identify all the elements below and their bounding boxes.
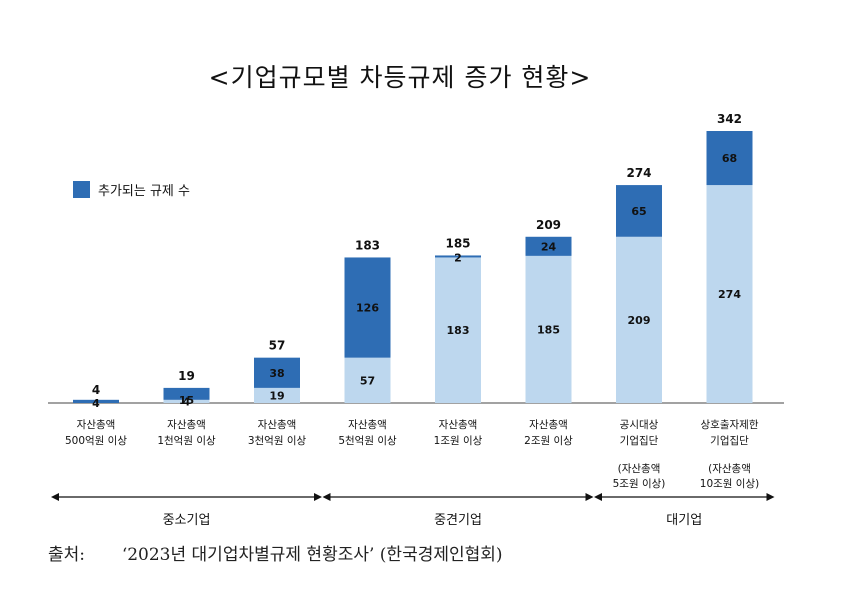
total-label: 19 [178, 369, 195, 383]
value-label-added: 126 [356, 302, 379, 315]
bar-added [616, 185, 662, 237]
bar-existing [435, 257, 481, 403]
category-sublabel: 10조원 이상) [700, 478, 759, 490]
bar-existing [254, 387, 300, 403]
source-text: ‘2023년 대기업차별규제 현황조사’ (한국경제인협회) [121, 545, 503, 565]
category-label: 자산총액 [258, 419, 297, 431]
total-label: 209 [536, 218, 561, 232]
group-arrow-head-left [51, 493, 59, 501]
group-label: 중소기업 [163, 513, 211, 528]
legend-swatch-added [73, 181, 90, 198]
value-label-added: 65 [631, 205, 646, 218]
category-label: 자산총액 [167, 419, 206, 431]
bar-added [73, 399, 119, 403]
category-label: 기업집단 [620, 434, 659, 447]
legend-label: 추가되는 규제 수 [98, 184, 190, 199]
value-label-added: 2 [454, 251, 462, 264]
value-label-added: 38 [269, 367, 284, 380]
bar-added [163, 387, 210, 400]
category-label: 상호출자제한 [701, 419, 759, 431]
total-label: 185 [445, 236, 470, 250]
value-label-existing: 274 [718, 288, 741, 301]
category-label: 5천억원 이상 [338, 435, 397, 447]
bar-added [344, 257, 391, 358]
source-note: 출처: ‘2023년 대기업차별규제 현황조사’ (한국경제인협회) [48, 540, 503, 565]
bar-added [525, 236, 572, 256]
total-label: 342 [717, 112, 742, 126]
value-label-added: 4 [92, 397, 100, 410]
category-label: 2조원 이상 [524, 435, 573, 447]
group-arrow-head-left [594, 493, 602, 501]
bar-added [706, 131, 753, 186]
category-label: 기업집단 [710, 434, 749, 447]
value-label-added: 24 [541, 240, 557, 253]
category-label: 자산총액 [77, 419, 116, 431]
category-label: 자산총액 [439, 419, 478, 431]
legend: 추가되는 규제 수 [73, 180, 190, 199]
category-label: 1조원 이상 [434, 435, 483, 447]
value-label-existing: 185 [537, 323, 560, 336]
chart-title: <기업규모별 차등규제 증가 현황> [208, 63, 592, 92]
bar-added [435, 255, 481, 258]
bar-existing [344, 357, 391, 403]
category-label: 공시대상 [620, 419, 659, 431]
total-label: 4 [92, 383, 100, 397]
category-label: 자산총액 [348, 419, 387, 431]
total-label: 183 [355, 238, 380, 252]
category-label: 자산총액 [529, 419, 568, 431]
total-label: 274 [626, 166, 651, 180]
value-label-existing: 4 [183, 395, 191, 408]
value-label-existing: 209 [628, 314, 651, 327]
group-arrow-head-right [314, 493, 322, 501]
group-arrow-head-right [766, 493, 775, 501]
group-label: 중견기업 [434, 513, 482, 528]
group-label: 대기업 [666, 513, 702, 528]
value-label-existing: 19 [269, 389, 284, 402]
value-label-added: 68 [722, 152, 737, 165]
group-arrow-head-right [585, 493, 594, 501]
total-label: 57 [269, 339, 286, 353]
category-sublabel: (자산총액 [618, 463, 661, 475]
bar-added [254, 357, 300, 388]
bar-existing [525, 255, 572, 403]
value-label-existing: 183 [447, 324, 470, 337]
value-label-existing: 57 [360, 374, 375, 387]
category-label: 1천억원 이상 [157, 435, 216, 447]
category-sublabel: (자산총액 [708, 463, 751, 475]
bar-existing [163, 399, 210, 403]
category-label: 500억원 이상 [65, 435, 127, 447]
group-arrow-head-left [322, 493, 331, 501]
source-label: 출처: [48, 545, 86, 565]
value-label-added: 15 [179, 394, 194, 407]
category-sublabel: 5조원 이상) [613, 478, 666, 490]
bar-existing [616, 236, 662, 403]
category-label: 3천억원 이상 [248, 435, 307, 447]
bar-existing [706, 185, 753, 403]
